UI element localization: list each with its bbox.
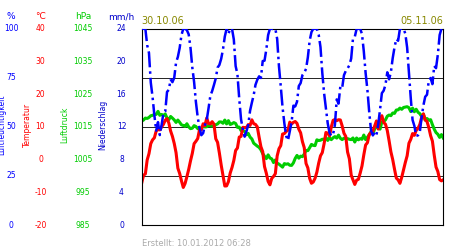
Text: 4: 4 (119, 188, 124, 197)
Text: 10: 10 (36, 122, 45, 131)
Text: 75: 75 (6, 73, 16, 82)
Text: 16: 16 (117, 90, 126, 99)
Text: mm/h: mm/h (108, 12, 135, 21)
Text: 25: 25 (6, 172, 16, 180)
Text: 05.11.06: 05.11.06 (400, 16, 443, 26)
Text: 100: 100 (4, 24, 18, 33)
Text: 12: 12 (117, 122, 126, 131)
Text: Niederschlag: Niederschlag (98, 100, 107, 150)
Text: 1015: 1015 (74, 122, 93, 131)
Text: 0: 0 (9, 220, 14, 230)
Text: 0: 0 (119, 220, 124, 230)
Text: 30.10.06: 30.10.06 (142, 16, 184, 26)
Text: Erstellt: 10.01.2012 06:28: Erstellt: 10.01.2012 06:28 (142, 238, 251, 248)
Text: 20: 20 (117, 57, 126, 66)
Text: 1035: 1035 (73, 57, 93, 66)
Text: -20: -20 (34, 220, 47, 230)
Text: Temperatur: Temperatur (22, 103, 32, 147)
Text: 1045: 1045 (73, 24, 93, 33)
Text: -10: -10 (34, 188, 47, 197)
Text: 0: 0 (38, 155, 43, 164)
Text: 995: 995 (76, 188, 90, 197)
Text: Luftfeuchtigkeit: Luftfeuchtigkeit (0, 95, 7, 155)
Text: 1025: 1025 (74, 90, 93, 99)
Text: 985: 985 (76, 220, 90, 230)
Text: °C: °C (35, 12, 46, 21)
Text: 1005: 1005 (73, 155, 93, 164)
Text: 20: 20 (36, 90, 45, 99)
Text: 30: 30 (36, 57, 45, 66)
Text: %: % (7, 12, 16, 21)
Text: 40: 40 (36, 24, 45, 33)
Text: 24: 24 (117, 24, 126, 33)
Text: 8: 8 (119, 155, 124, 164)
Text: 50: 50 (6, 122, 16, 131)
Text: hPa: hPa (75, 12, 91, 21)
Text: Luftdruck: Luftdruck (61, 107, 70, 143)
